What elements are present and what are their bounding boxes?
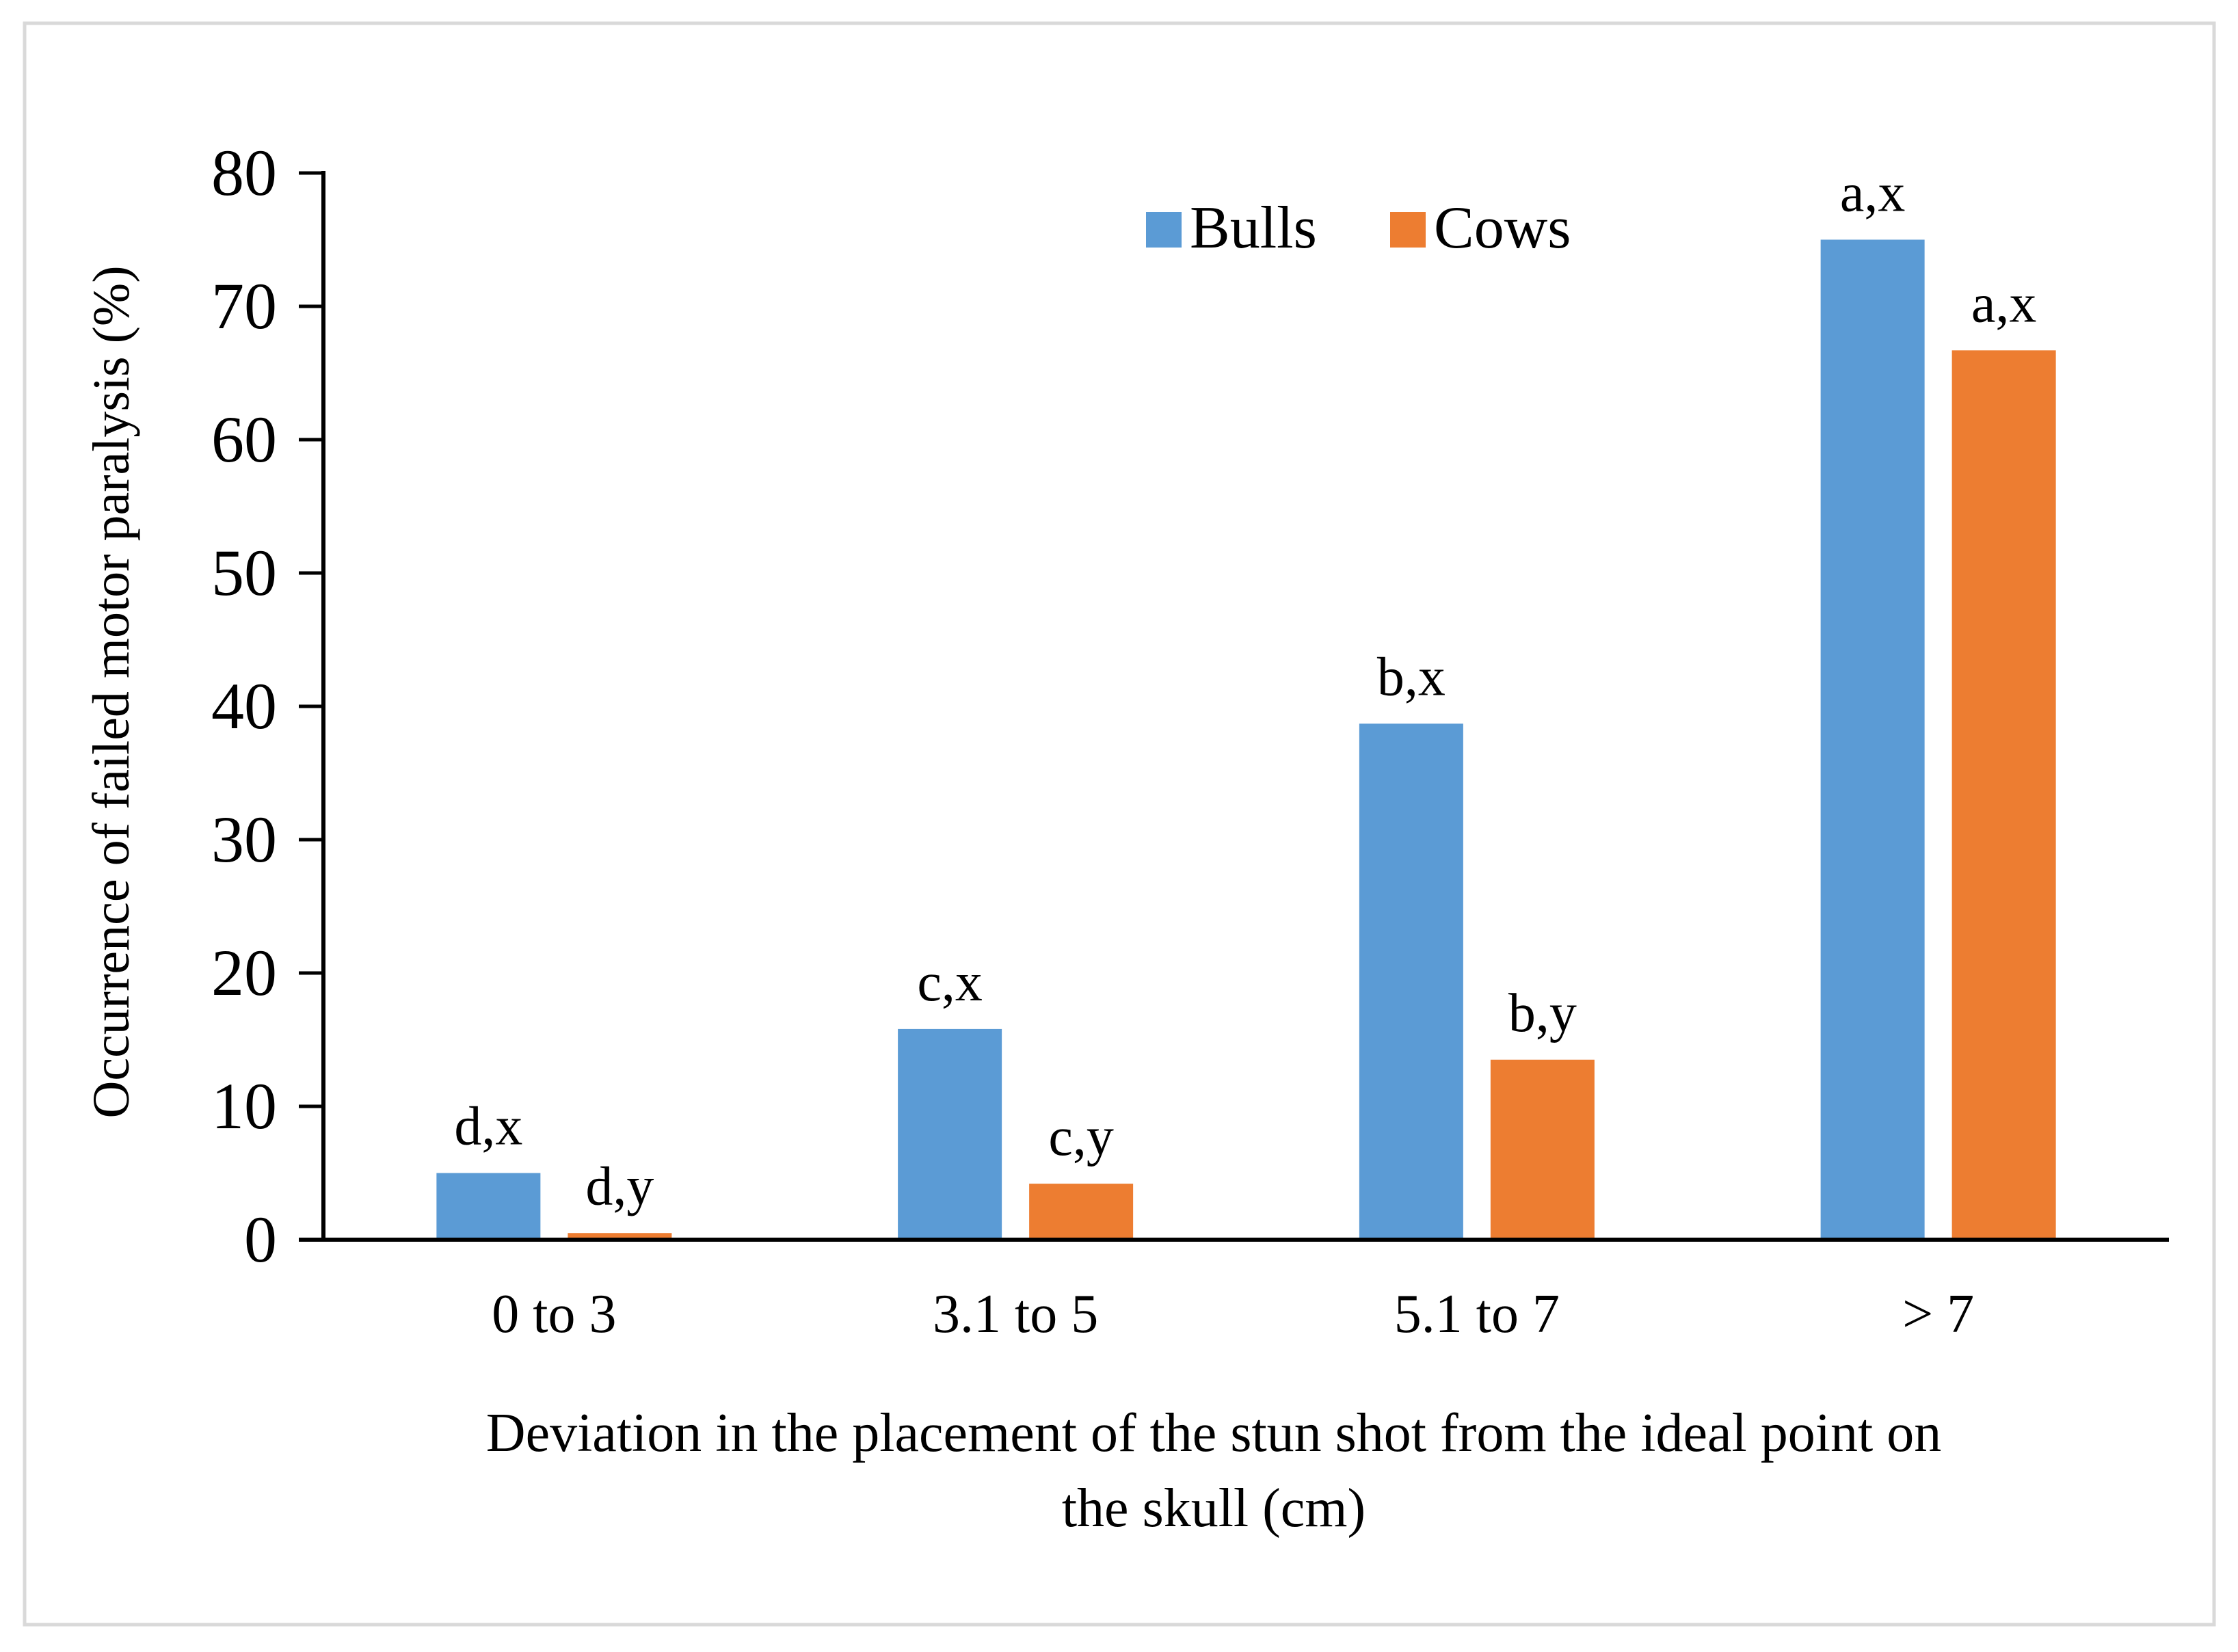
data-label-bulls-3-1-to-5: c,x [917,952,983,1013]
bar-cows-7 [1951,350,2056,1240]
bar-bulls-3-1-to-5 [898,1028,1002,1240]
x-category-label-5-1-to-7: 5.1 to 7 [1394,1284,1560,1344]
legend-swatch-cows [1390,212,1426,248]
data-label-cows-0-to-3: d,y [585,1156,654,1216]
y-ticks-layer: 0 10 20 30 40 50 60 70 80 [211,136,323,1276]
y-tick-label-70: 70 [211,269,277,343]
legend-label-cows: Cows [1434,195,1571,261]
x-category-label-3-1-to-5: 3.1 to 5 [933,1284,1098,1344]
legend-swatch-bulls [1146,212,1182,248]
bar-bulls-7 [1820,239,1925,1240]
data-label-bulls-0-to-3: d,x [454,1097,522,1157]
legend: Bulls Cows [1146,195,1571,261]
y-tick-label-30: 30 [211,803,277,876]
bars-layer [436,239,2056,1240]
x-axis-title-line-2: the skull (cm) [1062,1478,1366,1538]
y-tick-label-20: 20 [211,936,277,1009]
legend-label-bulls: Bulls [1190,195,1317,261]
data-label-bulls-5-1-to-7: b,x [1377,647,1446,707]
data-label-bulls-7: a,x [1840,163,1906,224]
x-category-label-7: > 7 [1902,1284,1974,1344]
y-axis-title: Occurrence of failed motor paralysis (%) [83,265,140,1118]
data-label-cows-7: a,x [1971,274,2037,334]
y-tick-label-0: 0 [244,1203,277,1276]
bar-bulls-5-1-to-7 [1359,723,1463,1240]
data-labels-layer: d,x c,x b,x a,x d,y c,y b,y a,x [454,163,2036,1217]
bar-cows-3-1-to-5 [1029,1184,1134,1240]
data-label-cows-3-1-to-5: c,y [1048,1107,1114,1167]
x-categories-layer: 0 to 3 3.1 to 5 5.1 to 7 > 7 [492,1284,1974,1344]
x-category-label-0-to-3: 0 to 3 [492,1284,616,1344]
y-tick-label-80: 80 [211,136,277,209]
y-tick-label-10: 10 [211,1069,277,1143]
bar-bulls-0-to-3 [436,1173,541,1240]
x-axis-title-line-1: Deviation in the placement of the stun s… [486,1403,1941,1463]
y-tick-label-50: 50 [211,536,277,609]
y-tick-label-60: 60 [211,403,277,476]
bar-cows-0-to-3 [568,1233,672,1240]
bar-cows-5-1-to-7 [1490,1059,1595,1240]
y-tick-label-40: 40 [211,669,277,743]
data-label-cows-5-1-to-7: b,y [1508,983,1577,1043]
